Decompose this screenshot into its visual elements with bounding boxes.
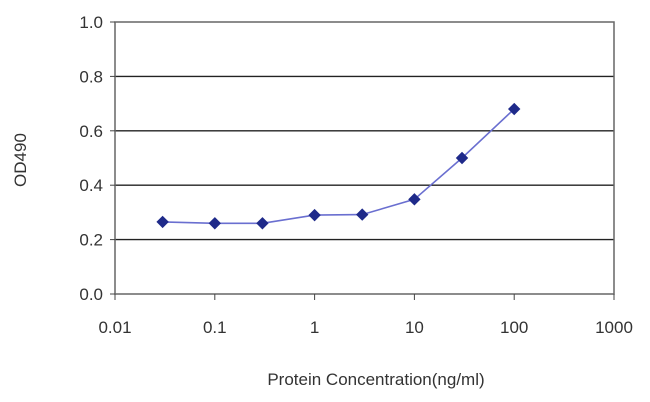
y-tick-label: 0.8	[79, 67, 103, 86]
data-point	[308, 208, 321, 222]
x-tick-label: 1000	[595, 318, 633, 337]
data-point	[256, 217, 269, 230]
data-point	[208, 217, 222, 230]
y-tick-label: 0.4	[79, 176, 103, 195]
y-tick-label: 0.0	[79, 285, 103, 304]
data-point	[507, 102, 521, 116]
y-axis-title: OD490	[11, 133, 30, 187]
y-axis: 0.0 0.2 0.4 0.6 0.8 1.0	[79, 13, 115, 304]
y-tick-label: 1.0	[79, 13, 103, 32]
x-axis: 0.01 0.1 1 10 100 1000	[98, 294, 633, 337]
data-point	[356, 208, 369, 221]
data-points	[156, 102, 521, 230]
data-point	[156, 215, 169, 229]
series-line	[162, 108, 515, 225]
y-tick-label: 0.2	[79, 231, 103, 250]
plot-area	[114, 21, 615, 295]
x-tick-label: 0.01	[98, 318, 131, 337]
x-axis-title: Protein Concentration(ng/ml)	[267, 370, 484, 389]
x-tick-label: 10	[405, 318, 424, 337]
grid-lines	[115, 75, 614, 241]
y-tick-label: 0.6	[79, 122, 103, 141]
data-point	[455, 151, 469, 165]
data-point	[408, 193, 421, 206]
x-tick-label: 0.1	[203, 318, 227, 337]
x-tick-label: 1	[310, 318, 319, 337]
x-tick-label: 100	[500, 318, 528, 337]
